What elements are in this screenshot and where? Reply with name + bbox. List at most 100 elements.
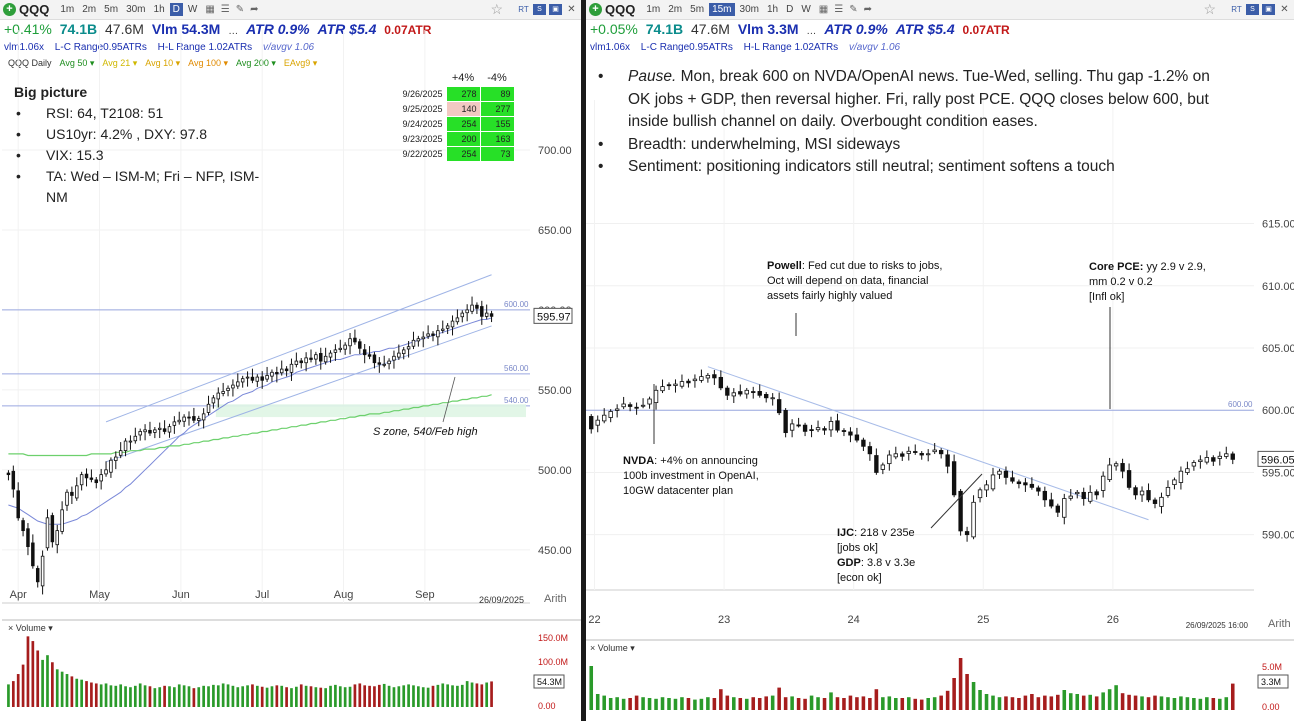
downtrend-line[interactable]: [707, 366, 1149, 521]
candle-body[interactable]: [314, 354, 318, 360]
candle-body[interactable]: [854, 434, 860, 441]
candle-body[interactable]: [951, 461, 957, 496]
candle-body[interactable]: [893, 453, 898, 458]
candle-body[interactable]: [705, 374, 711, 379]
candle-body[interactable]: [353, 337, 357, 343]
candle-body[interactable]: [1191, 462, 1197, 467]
candle-body[interactable]: [1133, 487, 1138, 496]
candle-body[interactable]: [426, 333, 430, 337]
candle-body[interactable]: [621, 403, 626, 408]
candle-body[interactable]: [673, 383, 678, 386]
candle-body[interactable]: [1146, 490, 1151, 501]
candle-body[interactable]: [304, 357, 308, 364]
candle-body[interactable]: [802, 424, 808, 432]
close-icon[interactable]: ✕: [567, 4, 576, 15]
candle-body[interactable]: [45, 517, 50, 549]
candle-body[interactable]: [906, 450, 911, 454]
candle-body[interactable]: [343, 344, 347, 350]
candle-body[interactable]: [441, 328, 445, 331]
candle-body[interactable]: [6, 472, 11, 476]
candle-body[interactable]: [744, 389, 749, 395]
candle-body[interactable]: [309, 357, 313, 360]
candle-body[interactable]: [1230, 453, 1235, 460]
candle-body[interactable]: [964, 531, 970, 536]
candle-body[interactable]: [348, 338, 352, 347]
candle-body[interactable]: [358, 341, 362, 349]
candle-body[interactable]: [614, 408, 620, 411]
candle-body[interactable]: [679, 381, 685, 387]
interval-W[interactable]: W: [187, 4, 198, 15]
more-dots[interactable]: …: [228, 26, 239, 37]
candle-body[interactable]: [377, 362, 382, 365]
candle-body[interactable]: [692, 378, 698, 382]
candle-body[interactable]: [841, 430, 847, 432]
interval-1h[interactable]: 1h: [153, 4, 165, 15]
candle-body[interactable]: [26, 528, 30, 548]
candle-body[interactable]: [1185, 468, 1190, 473]
candle-body[interactable]: [699, 376, 704, 381]
candle-body[interactable]: [725, 387, 730, 396]
candle-body[interactable]: [465, 309, 469, 314]
candle-body[interactable]: [148, 429, 152, 434]
candle-body[interactable]: [926, 453, 931, 456]
candle-body[interactable]: [216, 392, 221, 400]
candle-body[interactable]: [260, 376, 264, 381]
candle-body[interactable]: [751, 391, 756, 393]
candle-body[interactable]: [84, 473, 89, 479]
candle-body[interactable]: [789, 423, 795, 431]
candle-body[interactable]: [94, 479, 99, 484]
candle-body[interactable]: [1088, 491, 1093, 502]
candle-body[interactable]: [123, 440, 128, 451]
candle-body[interactable]: [319, 353, 323, 362]
settings-icon[interactable]: ▦: [818, 4, 829, 15]
interval-2m[interactable]: 2m: [82, 4, 97, 15]
candle-body[interactable]: [686, 380, 691, 384]
candle-body[interactable]: [731, 392, 736, 397]
candle-body[interactable]: [436, 330, 440, 338]
candle-body[interactable]: [265, 375, 269, 380]
symbol-label[interactable]: QQQ: [19, 2, 50, 17]
candle-body[interactable]: [776, 399, 782, 414]
candle-body[interactable]: [89, 477, 94, 480]
candle-body[interactable]: [138, 431, 142, 436]
candle-body[interactable]: [16, 490, 20, 519]
candle-body[interactable]: [1075, 491, 1080, 495]
candle-body[interactable]: [647, 398, 652, 405]
candle-body[interactable]: [284, 368, 289, 372]
channel-lower-line[interactable]: [105, 325, 492, 463]
maximize-icon[interactable]: ▣: [549, 4, 562, 15]
s-icon[interactable]: S: [533, 4, 546, 15]
candle-body[interactable]: [1217, 455, 1222, 459]
candle-body[interactable]: [50, 515, 55, 543]
candle-body[interactable]: [31, 542, 35, 567]
interval-1m[interactable]: 1m: [60, 4, 75, 15]
candle-body[interactable]: [1094, 491, 1099, 496]
candle-body[interactable]: [362, 349, 367, 356]
candle-body[interactable]: [167, 426, 172, 433]
candle-body[interactable]: [240, 378, 245, 383]
candle-body[interactable]: [1165, 486, 1171, 496]
legend-item[interactable]: Avg 100 ▾: [188, 58, 229, 68]
candle-body[interactable]: [770, 397, 775, 400]
rt-icon[interactable]: RT: [518, 5, 529, 14]
interval-30m[interactable]: 30m: [739, 4, 759, 15]
candle-body[interactable]: [367, 354, 372, 357]
candle-body[interactable]: [99, 474, 103, 482]
candle-body[interactable]: [757, 391, 762, 396]
candle-body[interactable]: [323, 355, 328, 363]
candle-body[interactable]: [416, 338, 421, 342]
candle-body[interactable]: [932, 449, 937, 453]
candle-body[interactable]: [372, 354, 377, 364]
candle-body[interactable]: [660, 386, 665, 392]
draw-icon[interactable]: ✎: [235, 4, 245, 15]
interval-D[interactable]: D: [786, 4, 794, 15]
candle-body[interactable]: [55, 530, 59, 546]
candle-body[interactable]: [226, 387, 230, 391]
candle-body[interactable]: [1120, 463, 1125, 472]
candle-body[interactable]: [65, 491, 69, 506]
candle-body[interactable]: [201, 413, 206, 421]
candle-body[interactable]: [387, 360, 391, 365]
candle-body[interactable]: [60, 509, 64, 532]
candle-body[interactable]: [1178, 470, 1184, 483]
candle-body[interactable]: [1159, 496, 1164, 507]
